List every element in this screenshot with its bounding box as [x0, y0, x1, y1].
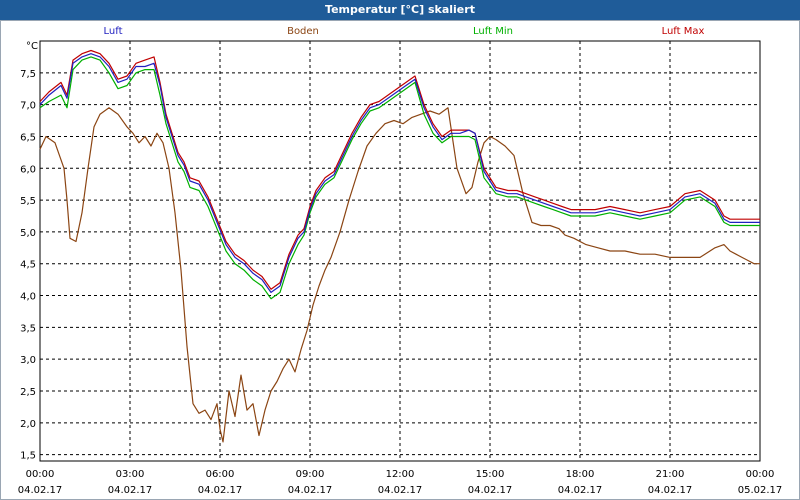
- x-tick-date: 04.02.17: [108, 485, 153, 496]
- x-tick-time: 18:00: [566, 469, 595, 480]
- x-tick-date: 04.02.17: [648, 485, 693, 496]
- x-tick-date: 04.02.17: [18, 485, 63, 496]
- y-tick-label: 7,0: [20, 101, 36, 112]
- y-tick-label: 6,5: [20, 132, 36, 143]
- x-tick-time: 00:00: [746, 469, 775, 480]
- x-tick-date: 04.02.17: [378, 485, 423, 496]
- legend-luft: Luft: [104, 26, 123, 37]
- chart-title-bar: Temperatur [°C] skaliert: [0, 0, 800, 20]
- x-tick-time: 15:00: [476, 469, 505, 480]
- legend-boden: Boden: [287, 26, 319, 37]
- x-tick-time: 12:00: [386, 469, 415, 480]
- x-tick-time: 21:00: [656, 469, 685, 480]
- y-axis-unit: °C: [26, 41, 38, 52]
- series-line-luft-min: [39, 56, 760, 300]
- legend-luft-max: Luft Max: [662, 26, 705, 37]
- x-tick-date: 04.02.17: [288, 485, 333, 496]
- series-line-boden: [39, 107, 760, 443]
- y-tick-label: 2,5: [20, 387, 36, 398]
- y-tick-label: 7,5: [20, 69, 36, 80]
- x-tick-date: 05.02.17: [738, 485, 783, 496]
- y-tick-label: 1,5: [20, 451, 36, 462]
- x-tick-time: 00:00: [26, 469, 55, 480]
- y-tick-label: 5,0: [20, 228, 36, 239]
- x-tick-date: 04.02.17: [468, 485, 513, 496]
- legend-luft-min: Luft Min: [473, 26, 513, 37]
- y-tick-label: 4,0: [20, 292, 36, 303]
- y-tick-label: 2,0: [20, 419, 36, 430]
- y-tick-label: 5,5: [20, 196, 36, 207]
- series-line-luft-max: [39, 49, 760, 290]
- y-tick-label: 3,0: [20, 355, 36, 366]
- y-tick-label: 3,5: [20, 323, 36, 334]
- x-tick-date: 04.02.17: [558, 485, 603, 496]
- x-tick-time: 06:00: [206, 469, 235, 480]
- x-tick-date: 04.02.17: [198, 485, 243, 496]
- y-tick-label: 4,5: [20, 260, 36, 271]
- x-tick-time: 03:00: [116, 469, 145, 480]
- x-tick-time: 09:00: [296, 469, 325, 480]
- chart-title: Temperatur [°C] skaliert: [325, 3, 475, 16]
- y-tick-label: 6,0: [20, 164, 36, 175]
- series-line-luft: [39, 53, 760, 293]
